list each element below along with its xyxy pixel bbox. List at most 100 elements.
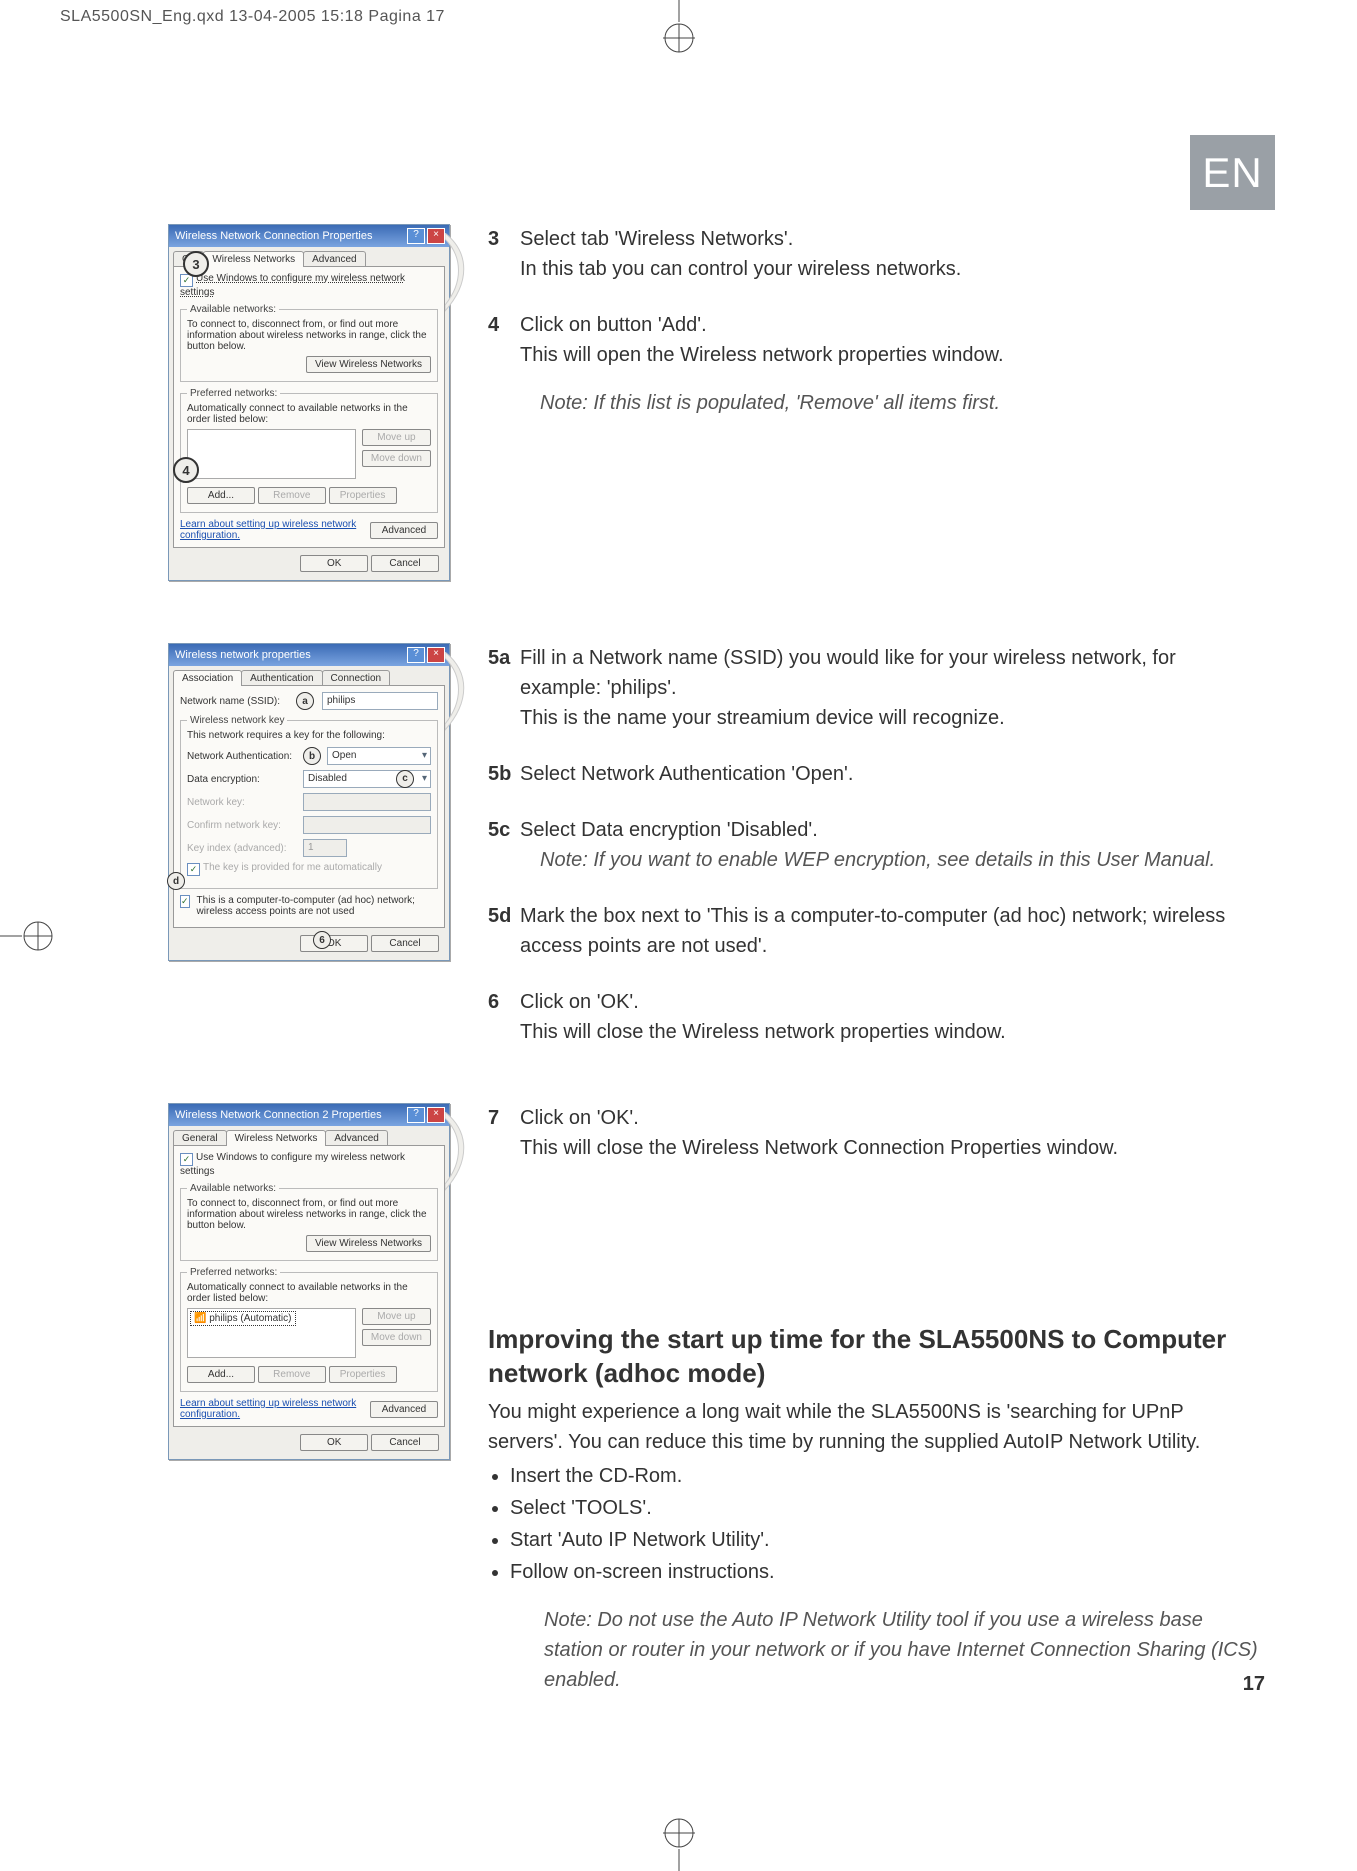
preferred-networks-group: Preferred networks: Automatically connec… — [180, 388, 438, 513]
bullet-item: Select 'TOOLS'. — [510, 1493, 1258, 1523]
available-legend: Available networks: — [187, 1183, 279, 1194]
add-button[interactable]: Add... — [187, 1366, 255, 1383]
netkey-input — [303, 793, 431, 811]
close-icon[interactable]: × — [427, 1107, 445, 1123]
preferred-text: Automatically connect to available netwo… — [187, 403, 431, 425]
available-text: To connect to, disconnect from, or find … — [187, 1198, 431, 1231]
move-down-button[interactable]: Move down — [362, 450, 431, 467]
checkbox-icon: ✓ — [187, 863, 200, 876]
preferred-list[interactable]: 📶 philips (Automatic) — [187, 1308, 356, 1358]
step-5a-line1: Fill in a Network name (SSID) you would … — [520, 643, 1258, 703]
speech-tail-icon — [445, 1112, 485, 1195]
ssid-row: Network name (SSID): a philips — [180, 692, 438, 710]
crop-mark-left-icon — [0, 906, 60, 966]
use-windows-checkbox-row[interactable]: ✓Use Windows to configure my wireless ne… — [180, 1152, 438, 1177]
add-button[interactable]: Add... — [187, 487, 255, 504]
close-icon[interactable]: × — [427, 228, 445, 244]
key-legend: Wireless network key — [187, 715, 287, 726]
step-3-num: 3 — [488, 224, 520, 284]
available-legend: Available networks: — [187, 304, 279, 315]
step-5a: 5a Fill in a Network name (SSID) you wou… — [488, 643, 1258, 733]
step-7-line1: Click on 'OK'. — [520, 1103, 1258, 1133]
tab-general[interactable]: General — [173, 1130, 227, 1146]
step-5c-line1: Select Data encryption 'Disabled'. — [520, 815, 1258, 845]
speech-tail-icon — [445, 233, 485, 316]
dialog2-title: Wireless network properties — [175, 649, 311, 661]
auth-select[interactable]: Open — [327, 747, 431, 765]
move-up-button[interactable]: Move up — [362, 429, 431, 446]
dialog2-titlebar: Wireless network properties ? × — [169, 644, 449, 666]
step-4-note: Note: If this list is populated, 'Remove… — [520, 388, 1258, 418]
preferred-list[interactable] — [187, 429, 356, 479]
learn-link[interactable]: Learn about setting up wireless network … — [180, 519, 364, 541]
bullet-item: Start 'Auto IP Network Utility'. — [510, 1525, 1258, 1555]
use-windows-checkbox-row[interactable]: ✓Use Windows to configure my wireless ne… — [180, 273, 438, 298]
properties-button[interactable]: Properties — [329, 487, 397, 504]
remove-button[interactable]: Remove — [258, 1366, 326, 1383]
tab-wireless-networks[interactable]: Wireless Networks — [203, 251, 304, 267]
block-3: Wireless Network Connection 2 Properties… — [168, 1103, 1258, 1695]
tab-advanced[interactable]: Advanced — [303, 251, 365, 267]
close-icon[interactable]: × — [427, 647, 445, 663]
callout-b: b — [303, 747, 321, 765]
available-text: To connect to, disconnect from, or find … — [187, 319, 431, 352]
tab-authentication[interactable]: Authentication — [241, 670, 322, 686]
step-7-num: 7 — [488, 1103, 520, 1163]
advanced-button[interactable]: Advanced — [370, 1401, 438, 1418]
ok-button[interactable]: OK — [300, 555, 368, 572]
ssid-label: Network name (SSID): — [180, 696, 290, 707]
cancel-button[interactable]: Cancel — [371, 935, 439, 952]
content: 3 4 Wireless Network Connection Properti… — [168, 224, 1258, 1705]
learn-link[interactable]: Learn about setting up wireless network … — [180, 1398, 364, 1420]
step-4-line2: This will open the Wireless network prop… — [520, 340, 1258, 370]
step-3-line2: In this tab you can control your wireles… — [520, 254, 1258, 284]
move-down-button[interactable]: Move down — [362, 1329, 431, 1346]
step-6-line1: Click on 'OK'. — [520, 987, 1258, 1017]
ok-button[interactable]: OK — [300, 1434, 368, 1451]
idx-input: 1 — [303, 839, 347, 857]
view-wireless-networks-button[interactable]: View Wireless Networks — [306, 356, 431, 373]
help-icon[interactable]: ? — [407, 228, 425, 244]
idx-label: Key index (advanced): — [187, 843, 297, 854]
cancel-button[interactable]: Cancel — [371, 555, 439, 572]
improving-bullets: Insert the CD-Rom. Select 'TOOLS'. Start… — [488, 1461, 1258, 1587]
confirm-row: Confirm network key: — [187, 816, 431, 834]
adhoc-label: This is a computer-to-computer (ad hoc) … — [197, 895, 438, 917]
advanced-button[interactable]: Advanced — [370, 522, 438, 539]
tab-association[interactable]: Association — [173, 670, 242, 686]
checkbox-icon: ✓ — [180, 1153, 193, 1166]
ok-button[interactable]: OK — [300, 935, 368, 952]
enc-select[interactable]: Disabled c — [303, 770, 431, 788]
adhoc-checkbox-row[interactable]: ✓ This is a computer-to-computer (ad hoc… — [180, 895, 438, 917]
move-up-button[interactable]: Move up — [362, 1308, 431, 1325]
step-5d: 5d Mark the box next to 'This is a compu… — [488, 901, 1258, 961]
dialog2-window-buttons: ? × — [407, 647, 445, 663]
help-icon[interactable]: ? — [407, 647, 425, 663]
callout-d: d — [167, 872, 185, 890]
remove-button[interactable]: Remove — [258, 487, 326, 504]
dialog-wireless-network-properties: Wireless network properties ? × Associat… — [168, 643, 450, 961]
step-5c: 5c Select Data encryption 'Disabled'. No… — [488, 815, 1258, 875]
enc-value: Disabled — [308, 773, 347, 784]
help-icon[interactable]: ? — [407, 1107, 425, 1123]
view-wireless-networks-button[interactable]: View Wireless Networks — [306, 1235, 431, 1252]
wireless-key-group: Wireless network key This network requir… — [180, 715, 438, 889]
enc-row: Data encryption: Disabled c — [187, 770, 431, 788]
tab-connection[interactable]: Connection — [322, 670, 391, 686]
ssid-input[interactable]: philips — [322, 692, 438, 710]
available-networks-group: Available networks: To connect to, disco… — [180, 1183, 438, 1261]
auth-label: Network Authentication: — [187, 751, 297, 762]
dialog-wireless-connection-properties: 3 4 Wireless Network Connection Properti… — [168, 224, 450, 581]
tab-wireless-networks[interactable]: Wireless Networks — [226, 1130, 327, 1146]
confirm-label: Confirm network key: — [187, 820, 297, 831]
tab-advanced[interactable]: Advanced — [325, 1130, 387, 1146]
improving-paragraph: You might experience a long wait while t… — [488, 1397, 1258, 1457]
preferred-legend: Preferred networks: — [187, 388, 280, 399]
cancel-button[interactable]: Cancel — [371, 1434, 439, 1451]
properties-button[interactable]: Properties — [329, 1366, 397, 1383]
preferred-item[interactable]: 📶 philips (Automatic) — [190, 1311, 296, 1326]
checkbox-icon: ✓ — [180, 895, 190, 908]
callout-6: 6 — [313, 931, 331, 949]
use-windows-label: Use Windows to configure my wireless net… — [180, 273, 405, 298]
available-networks-group: Available networks: To connect to, disco… — [180, 304, 438, 382]
